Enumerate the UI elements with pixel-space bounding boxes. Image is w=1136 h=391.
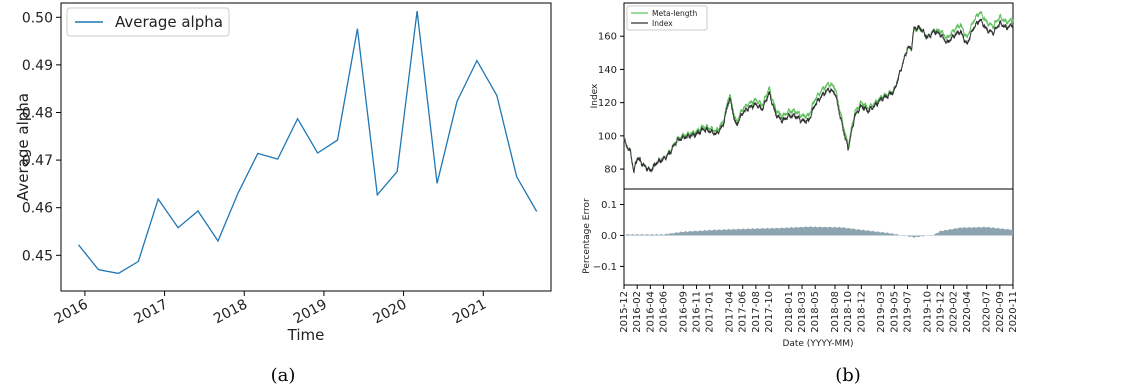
chart-b-x-tick-label: 2016-06: [659, 291, 670, 333]
chart-b-x-tick-label: 2020-09: [995, 291, 1006, 333]
chart-a-x-axis-label: Time: [287, 326, 325, 344]
chart-a-x-tick-label: 2021: [450, 296, 489, 327]
chart-a-y-axis-label: Average alpha: [14, 93, 32, 201]
chart-b-index: 80 100 120 140 160 Index Meta-length Index: [590, 2, 1014, 190]
chart-a-y-tick-label: 0.46: [22, 201, 53, 217]
chart-b-x-tick-label: 2018-10: [843, 291, 854, 333]
chart-b-x-tick-label: 2020-04: [962, 291, 973, 333]
chart-a-y-tick-label: 0.48: [22, 105, 53, 121]
chart-a-y-tick-label: 0.49: [22, 58, 53, 74]
chart-b-x-tick-label: 2019-05: [889, 291, 900, 333]
chart-a-legend-label: Average alpha: [115, 13, 223, 31]
chart-a-x-tick-label: 2018: [211, 296, 250, 327]
chart-a-x-tick-label: 2019: [291, 296, 330, 327]
chart-b-x-tick-label: 2019-03: [876, 291, 887, 333]
chart-b-x-tick-label: 2016-02: [632, 291, 643, 333]
chart-a-x-tick-label: 2020: [370, 296, 409, 327]
chart-b-x-tick-label: 2016-11: [692, 291, 703, 333]
chart-b-x-tick-label: 2019-10: [922, 291, 933, 333]
chart-a-x-tick-label: 2017: [131, 296, 170, 327]
chart-b-y-tick-label: 140: [598, 65, 617, 76]
chart-b-y-tick-label: 100: [598, 131, 617, 142]
chart-a-frame: [60, 2, 552, 292]
chart-b-x-axis-label: Date (YYYY-MM): [782, 339, 853, 349]
chart-b-x-tick-label: 2016-04: [645, 291, 656, 333]
chart-b-x-tick-label: 2018-03: [797, 291, 808, 333]
chart-a-y-tick-label: 0.47: [22, 153, 53, 169]
chart-b-x-tick-label: 2018-12: [856, 291, 867, 333]
chart-b-x-tick-label: 2019-12: [935, 291, 946, 333]
chart-a-legend-box: [66, 7, 230, 37]
chart-b-y-tick-label: 160: [598, 32, 617, 43]
chart-b-series-meta-length: [623, 11, 1014, 174]
chart-b-x-tick-label: 2020-11: [1008, 291, 1019, 333]
chart-b-legend-label-index: Index: [652, 19, 673, 28]
chart-b-y-axis-label: Index: [590, 83, 600, 108]
chart-b-y-tick-label: 80: [604, 165, 617, 176]
chart-b-error-bars: [624, 226, 1013, 238]
chart-b-x-tick-label: 2018-01: [784, 291, 795, 333]
chart-a: 0.45 0.46 0.47 0.48 0.49 0.50 2016 2017 2018 201…: [14, 2, 552, 344]
chart-b-legend-box: [626, 5, 708, 31]
chart-a-series-line: [77, 11, 538, 275]
chart-b-error-frame: [623, 188, 1014, 286]
chart-b-x-tick-label: 2017-08: [751, 291, 762, 333]
caption-b: (b): [835, 365, 861, 386]
chart-b-x-tick-label: 2015-12: [619, 291, 630, 333]
chart-b-legend-label-meta-length: Meta-length: [652, 9, 697, 18]
chart-a-legend: Average alpha: [66, 7, 230, 37]
chart-b-x-tick-label: 2017-01: [705, 291, 716, 333]
chart-b-x-tick-label: 2019-07: [903, 291, 914, 333]
chart-b-x-tick-label: 2016-09: [678, 291, 689, 333]
chart-b-x-tick-label: 2017-10: [764, 291, 775, 333]
chart-a-y-tick-label: 0.50: [22, 10, 53, 26]
chart-b-x-tick-label: 2017-06: [738, 291, 749, 333]
chart-b-series-index: [623, 18, 1014, 174]
chart-b-x-tick-label: 2018-08: [830, 291, 841, 333]
chart-b-legend: Meta-length Index: [626, 5, 708, 31]
chart-b-x-tick-label: 2020-02: [949, 291, 960, 333]
chart-a-y-tick-label: 0.45: [22, 248, 53, 264]
chart-b-x-tick-label: 2018-05: [810, 291, 821, 333]
chart-b-x-tick-label: 2020-07: [982, 291, 993, 333]
chart-b-error-y-tick-label: 0.1: [601, 200, 617, 211]
caption-a: (a): [271, 365, 296, 386]
chart-b-y-tick-label: 120: [598, 98, 617, 109]
chart-b-x-tick-label: 2017-04: [724, 291, 735, 333]
chart-b-error-y-axis-label: Percentage Error: [582, 198, 592, 274]
chart-b-error-y-tick-label: −0.1: [593, 262, 617, 273]
chart-b-error-y-tick-label: 0.0: [601, 231, 617, 242]
chart-a-x-tick-label: 2016: [52, 296, 91, 327]
chart-b-error: 0.1 0.0 −0.1 2015-12 2016-02 2016-04 2016-06 2…: [582, 188, 1019, 349]
